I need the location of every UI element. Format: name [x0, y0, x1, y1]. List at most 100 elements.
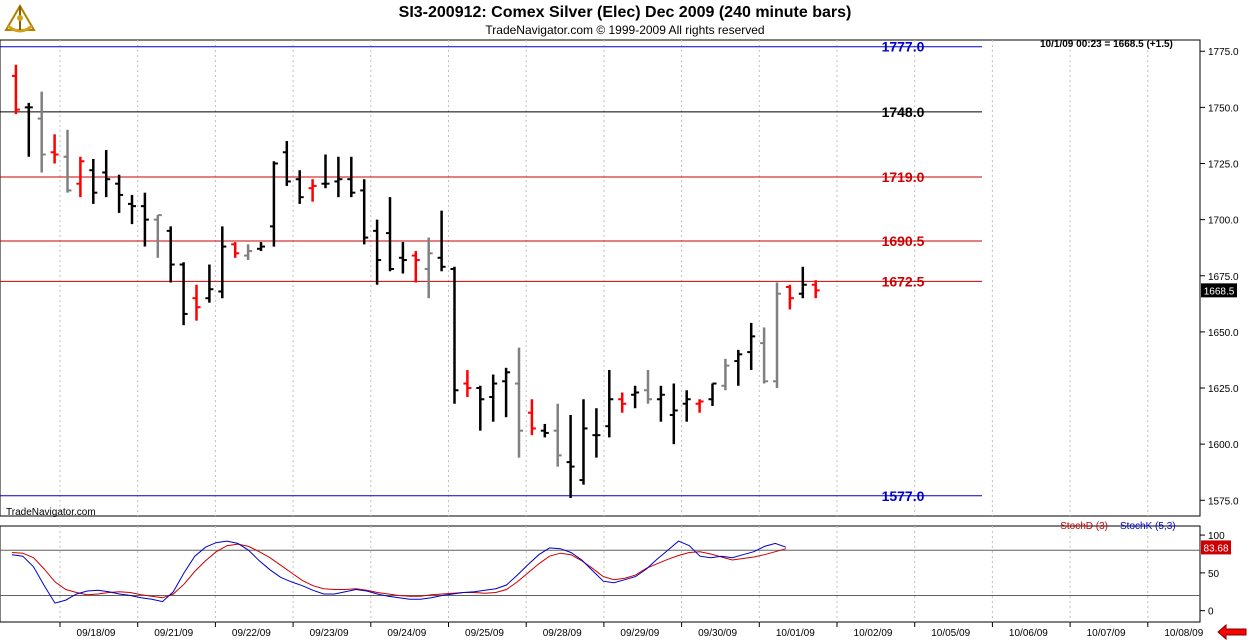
price-panel: 1575.0 1600.0 1625.0 1650.0 1675.0 1700.0 1725… — [0, 39, 1239, 517]
stochastic-panel: 0 50 100 StochD (3) StochK (5,3) 83.68 — [0, 521, 1231, 623]
ohlc-bar — [308, 179, 317, 202]
x-tick-label: 10/01/09 — [776, 628, 815, 639]
ohlc-bar — [179, 262, 188, 326]
x-tick-label: 10/02/09 — [854, 628, 893, 639]
ohlc-bar — [785, 284, 794, 310]
ohlc-bar — [669, 383, 678, 445]
level-label: 1777.0 — [882, 39, 925, 55]
last-price-label: 1668.5 — [1204, 286, 1235, 297]
x-tick-label: 09/30/09 — [698, 628, 737, 639]
sextant-logo-icon — [2, 2, 38, 36]
y-tick-label: 1625.0 — [1208, 384, 1239, 395]
price-frame — [0, 39, 1201, 517]
x-tick-label: 09/22/09 — [232, 628, 271, 639]
ohlc-bar — [734, 349, 743, 386]
x-tick-label: 09/18/09 — [77, 628, 116, 639]
ohlc-bar — [553, 403, 562, 467]
ohlc-bar — [760, 327, 769, 384]
ohlc-bar — [231, 242, 240, 258]
chart-subtitle: TradeNavigator.com © 1999-2009 All right… — [485, 23, 765, 37]
ohlc-bar — [540, 423, 549, 438]
ohlc-bar — [411, 251, 420, 283]
legend-stochk: StochK (5,3) — [1120, 521, 1176, 532]
ohlc-bar — [386, 197, 394, 272]
ohlc-bar — [360, 179, 369, 245]
ohlc-bar — [347, 156, 356, 198]
stoch-frame — [0, 525, 1201, 623]
ohlc-bar — [708, 382, 717, 406]
y-tick-label: 1600.0 — [1208, 440, 1239, 451]
ohlc-bar — [489, 374, 498, 422]
ohlc-bar — [37, 91, 46, 173]
stoch-last-label: 83.68 — [1203, 543, 1228, 554]
ohlc-bar — [321, 154, 330, 189]
ohlc-bar — [515, 347, 523, 458]
ohlc-bar — [721, 358, 730, 391]
x-tick-label: 09/24/09 — [387, 628, 426, 639]
ohlc-bar — [115, 174, 124, 213]
ohlc-bar — [269, 161, 278, 247]
stoch-line — [11, 540, 787, 604]
ohlc-bar — [527, 399, 536, 436]
ohlc-bar — [140, 192, 149, 247]
last-quote: 10/1/09 00:23 = 1668.5 (+1.5) — [1040, 39, 1173, 50]
ohlc-bar — [63, 129, 72, 193]
ohlc-bar — [218, 226, 227, 299]
ohlc-bar — [373, 219, 382, 285]
level-label: 1577.0 — [882, 488, 925, 504]
y-tick-label: 0 — [1208, 607, 1214, 618]
level-label: 1719.0 — [882, 169, 925, 185]
ohlc-bar — [747, 322, 756, 371]
x-tick-label: 10/05/09 — [931, 628, 970, 639]
ohlc-bar — [644, 370, 652, 404]
ohlc-bar — [618, 392, 627, 413]
stoch-line — [11, 543, 787, 599]
ohlc-bar — [11, 64, 20, 115]
ohlc-bar — [682, 390, 691, 422]
legend-stochd: StochD (3) — [1060, 521, 1108, 532]
x-tick-label: 09/25/09 — [465, 628, 504, 639]
ohlc-bar — [89, 159, 98, 204]
scroll-left-arrow-icon[interactable] — [1217, 623, 1247, 641]
ohlc-bar — [50, 134, 59, 164]
y-tick-label: 1700.0 — [1208, 216, 1239, 227]
ohlc-bar — [244, 244, 253, 261]
x-tick-label: 09/23/09 — [310, 628, 349, 639]
ohlc-bar — [605, 370, 614, 438]
ohlc-bar — [811, 280, 820, 299]
x-tick-label: 09/28/09 — [543, 628, 582, 639]
x-tick-label: 10/07/09 — [1087, 628, 1126, 639]
ohlc-bar — [334, 156, 343, 198]
stoch-last-box — [1201, 540, 1231, 555]
ohlc-bar — [631, 385, 640, 409]
y-tick-label: 100 — [1208, 531, 1225, 542]
ohlc-bar — [282, 141, 291, 186]
ohlc-bar — [166, 226, 175, 283]
ohlc-bar — [773, 282, 781, 389]
ohlc-bar — [450, 266, 459, 404]
ohlc-bar — [295, 170, 304, 204]
ohlc-bar — [566, 414, 575, 499]
level-label: 1748.0 — [882, 104, 925, 120]
ohlc-bar — [476, 385, 485, 431]
level-label: 1672.5 — [882, 273, 925, 289]
ohlc-bar — [502, 367, 511, 418]
ohlc-bar — [205, 264, 214, 303]
ohlc-bar — [463, 370, 472, 397]
ohlc-bar — [398, 242, 407, 274]
ohlc-bar — [24, 102, 33, 157]
ohlc-bar — [102, 150, 111, 198]
ohlc-bar — [257, 242, 265, 252]
ohlc-bar — [76, 156, 85, 198]
time-axis: 09/18/09 09/21/09 09/22/09 09/23/09 09/24/09… — [59, 622, 1204, 639]
ohlc-bar — [798, 266, 807, 299]
ohlc-bar — [153, 214, 162, 258]
level-label: 1690.5 — [882, 233, 925, 249]
y-tick-label: 1575.0 — [1208, 496, 1239, 507]
y-tick-label: 1675.0 — [1208, 272, 1239, 283]
ohlc-bar — [592, 408, 601, 458]
ohlc-bar — [579, 399, 588, 485]
x-tick-label: 09/29/09 — [620, 628, 659, 639]
last-price-box — [1201, 283, 1237, 298]
